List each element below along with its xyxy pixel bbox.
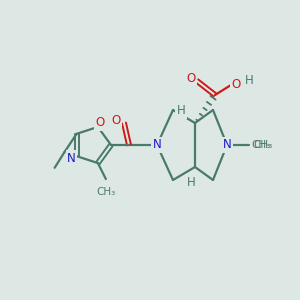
Text: CH₃: CH₃ [253,140,272,150]
Text: N: N [223,139,231,152]
Text: H: H [177,104,185,118]
Text: O: O [186,73,196,85]
Text: O: O [231,79,241,92]
Text: H: H [245,74,254,88]
Text: O: O [95,116,104,129]
Text: N: N [67,152,76,165]
Text: CH₃: CH₃ [251,140,271,150]
Text: N: N [153,139,161,152]
Text: H: H [187,176,195,190]
Text: O: O [111,113,121,127]
Text: CH₃: CH₃ [96,187,116,197]
